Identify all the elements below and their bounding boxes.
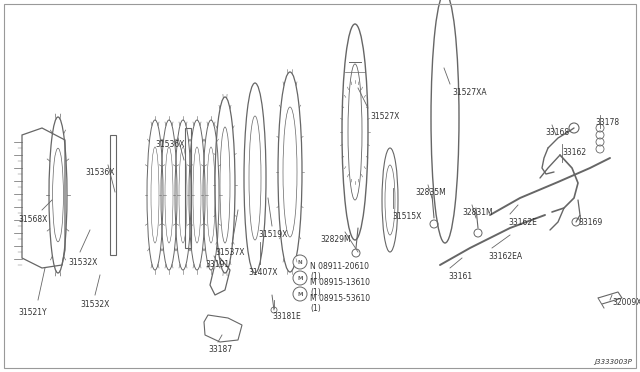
Text: 33162: 33162 (562, 148, 586, 157)
Text: 31536X: 31536X (85, 168, 115, 177)
Text: 33187: 33187 (208, 345, 232, 354)
Text: M 08915-13610
(1): M 08915-13610 (1) (310, 278, 370, 297)
Text: 31532X: 31532X (80, 300, 109, 309)
Text: 33161: 33161 (448, 272, 472, 281)
Text: 33181E: 33181E (272, 312, 301, 321)
Text: M: M (297, 276, 303, 280)
Text: 31527XA: 31527XA (452, 88, 486, 97)
Text: 32009X: 32009X (612, 298, 640, 307)
Text: 32829M: 32829M (320, 235, 351, 244)
Text: 31407X: 31407X (248, 268, 278, 277)
Text: N 08911-20610
(1): N 08911-20610 (1) (310, 262, 369, 281)
Text: 33169: 33169 (578, 218, 602, 227)
Text: 31515X: 31515X (392, 212, 421, 221)
Circle shape (293, 287, 307, 301)
Text: 31527X: 31527X (370, 112, 399, 121)
Text: 31521Y: 31521Y (18, 308, 47, 317)
Text: 33162E: 33162E (508, 218, 537, 227)
Circle shape (293, 271, 307, 285)
Text: 33178: 33178 (595, 118, 619, 127)
Text: 31536X: 31536X (155, 140, 184, 149)
Text: 33162EA: 33162EA (488, 252, 522, 261)
Text: N: N (298, 260, 302, 264)
Text: 33191: 33191 (205, 260, 229, 269)
Text: M: M (297, 292, 303, 296)
Text: J3333003P: J3333003P (594, 359, 632, 365)
Text: M 08915-53610
(1): M 08915-53610 (1) (310, 294, 370, 313)
Circle shape (293, 255, 307, 269)
Text: 33168: 33168 (545, 128, 569, 137)
Text: 31519X: 31519X (258, 230, 287, 239)
Text: 31568X: 31568X (18, 215, 47, 224)
Text: 31532X: 31532X (68, 258, 97, 267)
Text: 32835M: 32835M (415, 188, 445, 197)
Text: 32831M: 32831M (462, 208, 493, 217)
Text: 31537X: 31537X (215, 248, 244, 257)
